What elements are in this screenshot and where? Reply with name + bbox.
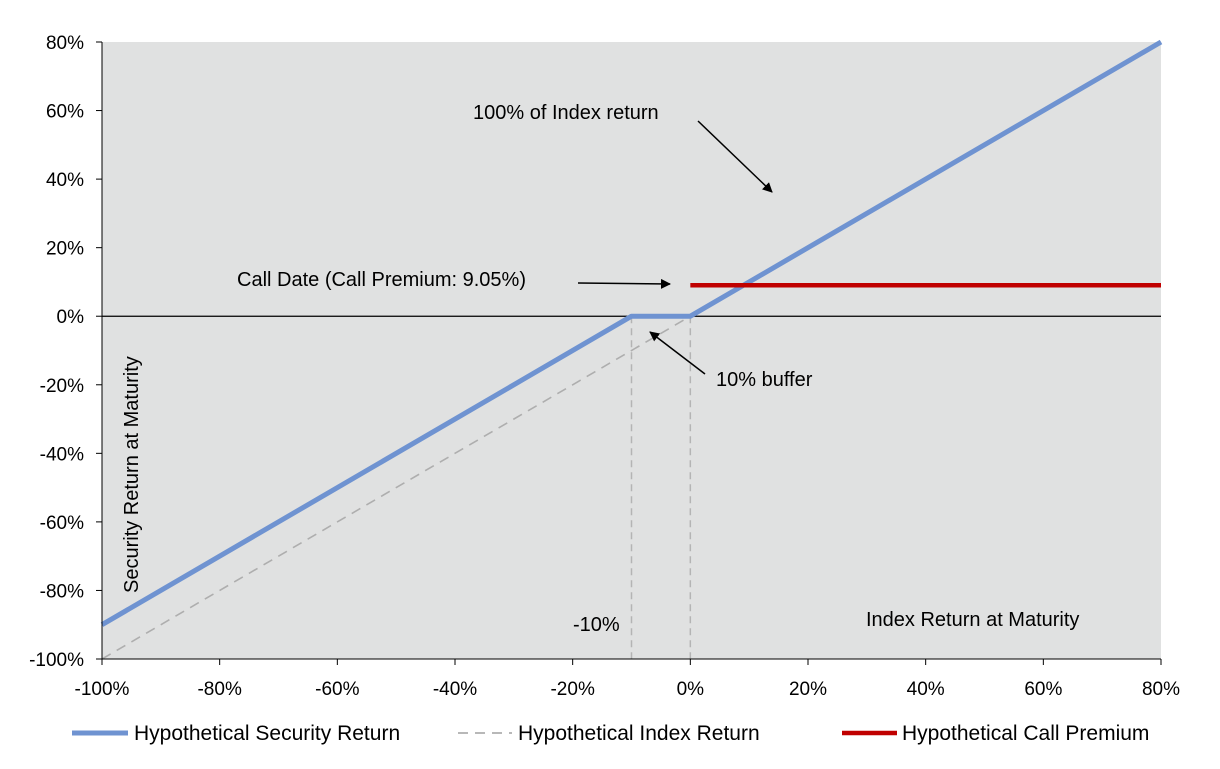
annotation-index-return: 100% of Index return bbox=[473, 102, 659, 124]
y-axis-label: Security Return at Maturity bbox=[121, 356, 143, 593]
x-tick-label: 40% bbox=[907, 679, 945, 700]
x-tick-label: -20% bbox=[550, 679, 594, 700]
y-tick-label: 80% bbox=[46, 33, 84, 54]
x-tick-label: -80% bbox=[197, 679, 241, 700]
y-tick-label: 60% bbox=[46, 102, 84, 123]
y-tick-label: 40% bbox=[46, 170, 84, 191]
legend-label-call-premium: Hypothetical Call Premium bbox=[902, 722, 1149, 745]
y-tick-label: 0% bbox=[57, 307, 85, 328]
legend: Hypothetical Security Return Hypothetica… bbox=[72, 722, 1149, 745]
x-tick-label: -100% bbox=[75, 679, 130, 700]
annotation-buffer: 10% buffer bbox=[716, 369, 813, 391]
x-tick-label: -40% bbox=[433, 679, 477, 700]
arrow-buffer bbox=[649, 331, 706, 375]
x-axis-label: Index Return at Maturity bbox=[866, 609, 1079, 631]
y-tick-label: 20% bbox=[46, 239, 84, 260]
axes bbox=[101, 42, 1161, 660]
series-security-line bbox=[100, 39, 1163, 627]
annotations: 100% of Index return Call Date (Call Pre… bbox=[121, 102, 1079, 636]
y-tick-label: -100% bbox=[29, 650, 84, 671]
annotation-buffer-level: -10% bbox=[573, 614, 620, 636]
y-tick-label: -40% bbox=[40, 444, 84, 465]
x-tick-label: 80% bbox=[1142, 679, 1180, 700]
legend-label-index: Hypothetical Index Return bbox=[518, 722, 760, 745]
legend-label-security: Hypothetical Security Return bbox=[134, 722, 400, 745]
x-tick-label: 20% bbox=[789, 679, 827, 700]
x-tick-label: 60% bbox=[1024, 679, 1062, 700]
arrow-index-return bbox=[697, 120, 773, 193]
annotation-call-date: Call Date (Call Premium: 9.05%) bbox=[237, 269, 526, 291]
y-tick-label: -80% bbox=[40, 581, 84, 602]
reference-lines bbox=[630, 316, 692, 659]
y-tick-labels: 80% 60% 40% 20% 0% -20% -40% -60% -80% -100% bbox=[29, 33, 102, 671]
x-tick-labels: -100% -80% -60% -40% -20% 0% 20% 40% 60% 80% bbox=[75, 659, 1180, 700]
arrow-call-date bbox=[577, 278, 671, 289]
y-tick-label: -20% bbox=[40, 376, 84, 397]
y-tick-label: -60% bbox=[40, 513, 84, 534]
x-tick-label: -60% bbox=[315, 679, 359, 700]
x-tick-label: 0% bbox=[677, 679, 705, 700]
